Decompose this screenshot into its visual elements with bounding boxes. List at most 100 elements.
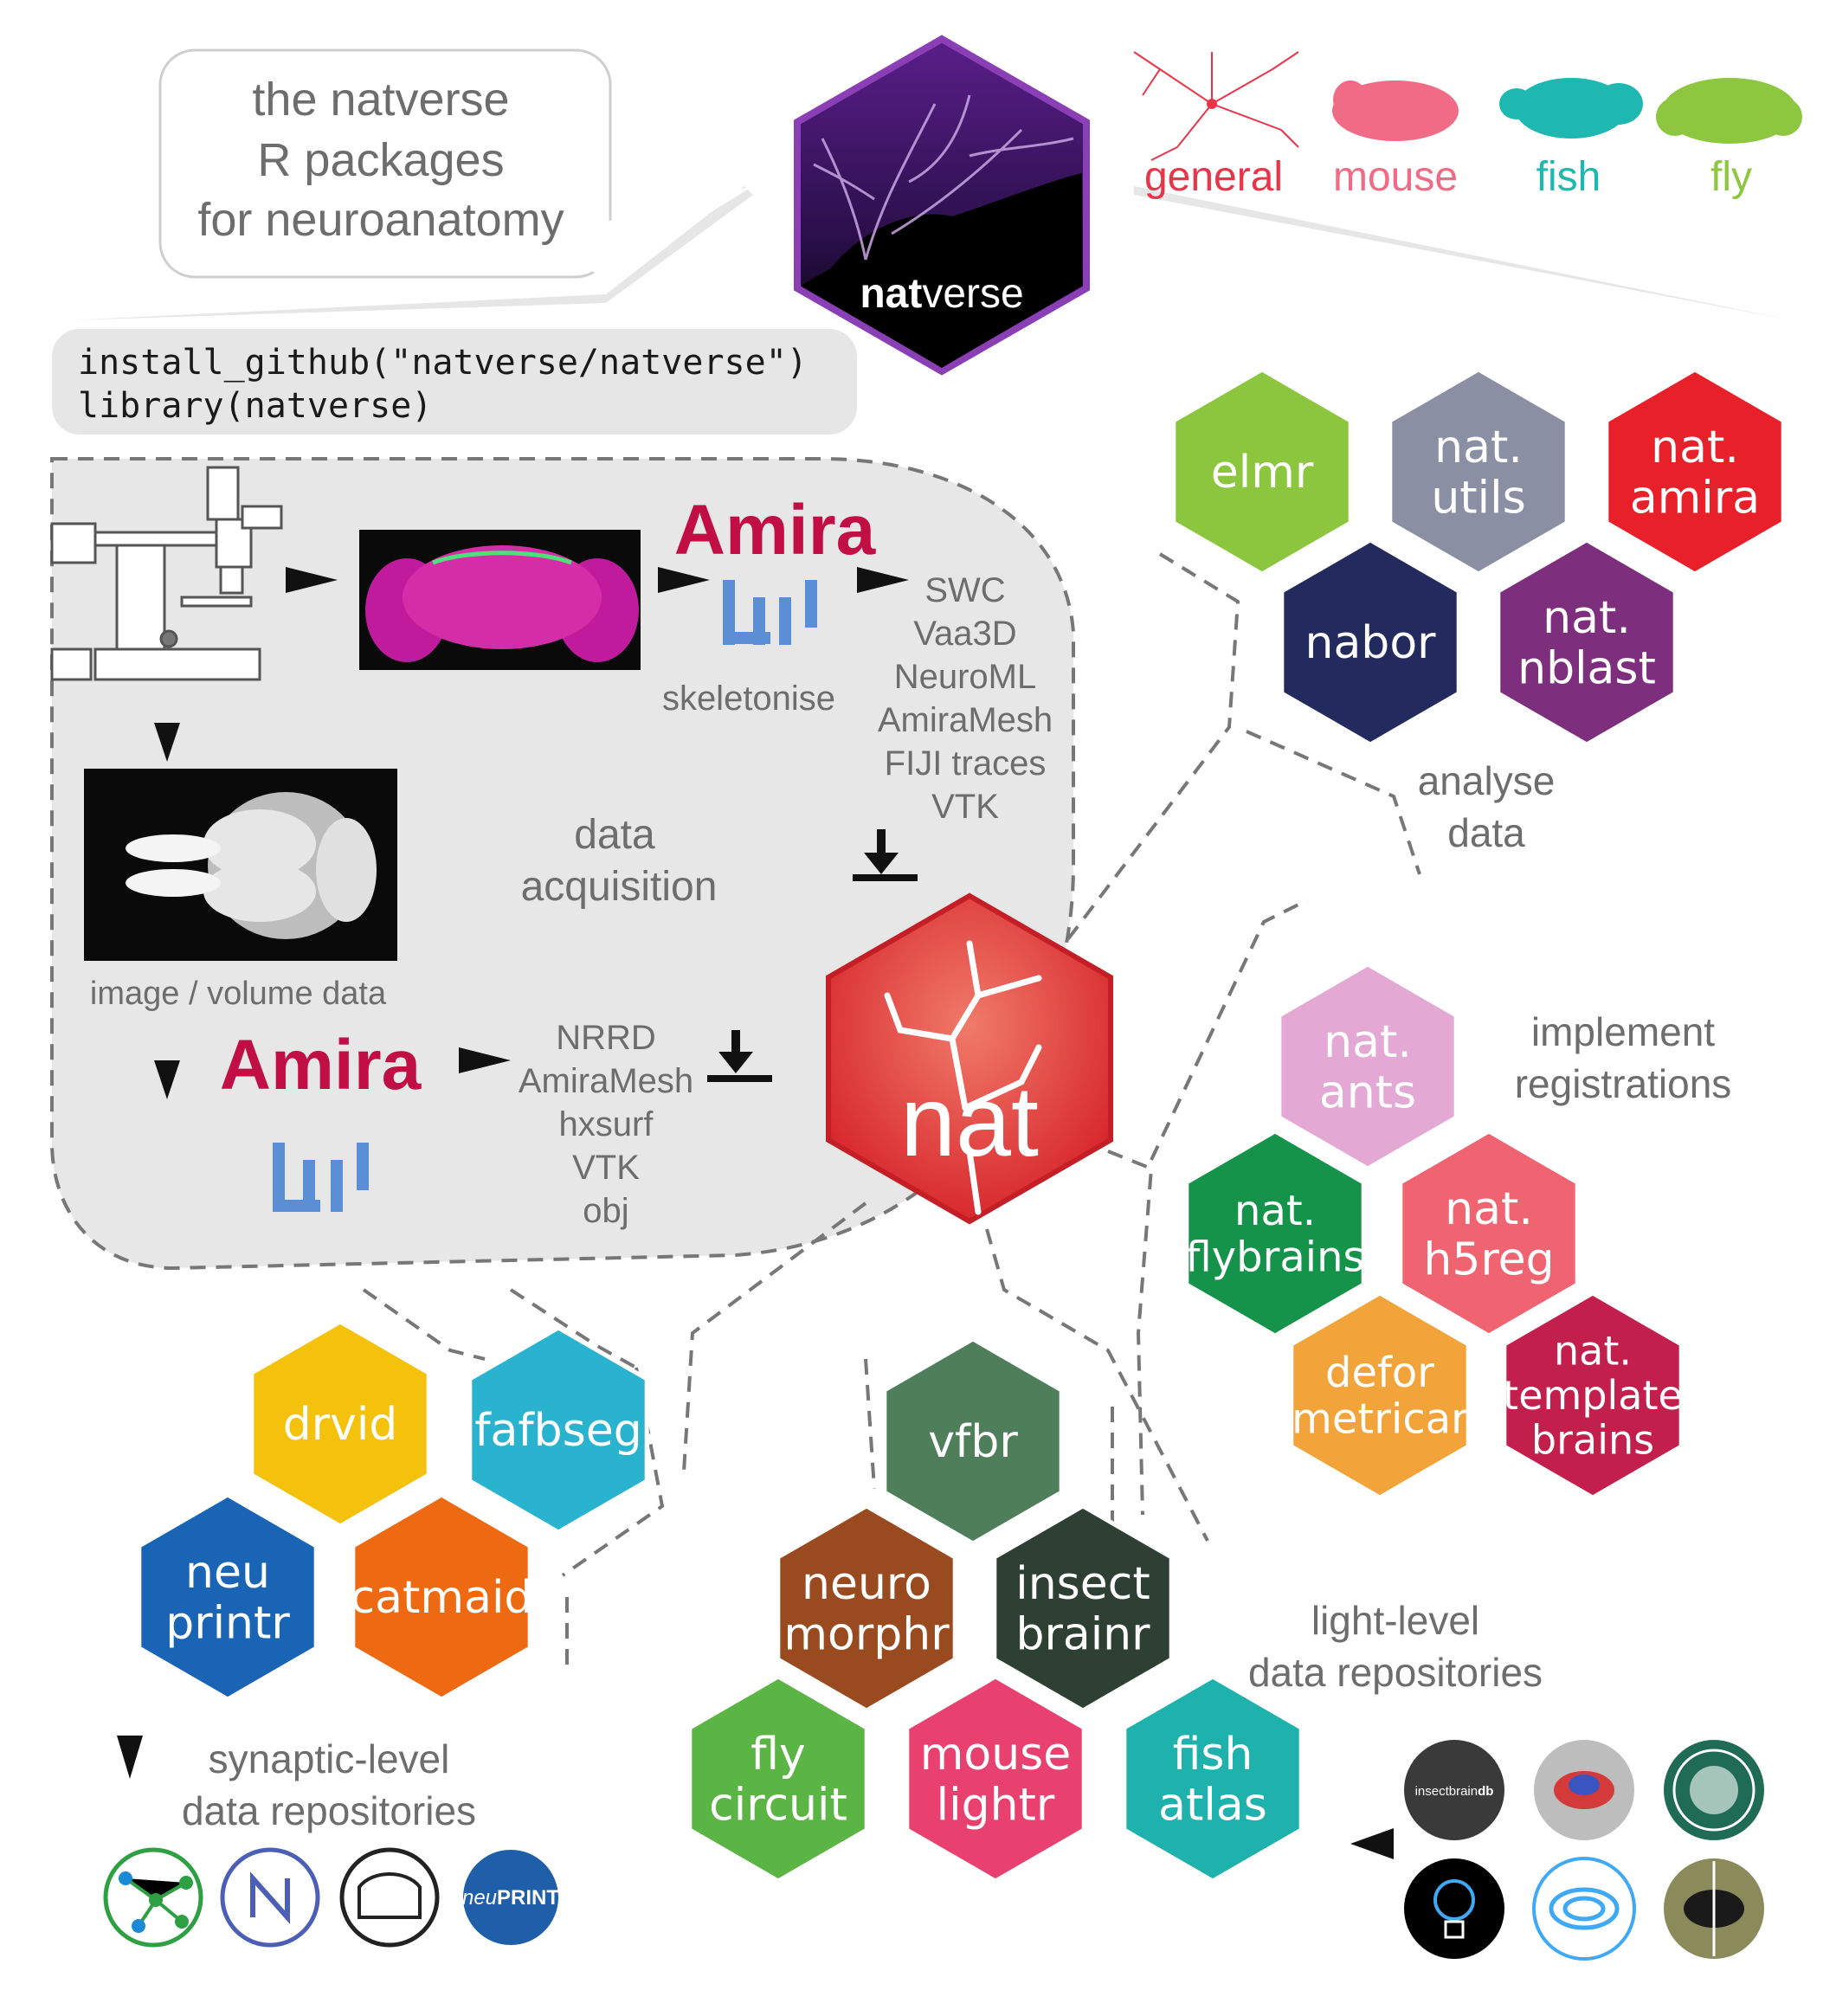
bubble-line-2: R packages [257,134,504,186]
package-label: printr [165,1597,290,1649]
fly-brain-icon [1656,78,1802,144]
volume-image [84,769,397,961]
hexagon-shape [137,1492,319,1702]
neuprint-text-b: PRINT [497,1886,559,1910]
title-bubble: the natverse R packages for neuroanatomy [158,48,753,279]
package-label: nat. [1651,422,1739,473]
package-hexagon-natflybrains: nat.flybrains [1184,1129,1366,1338]
hexagon-shape [1604,367,1786,576]
download-icon [853,829,918,881]
hexagon-shape [1496,538,1678,747]
insectbraindb-logo: insectbraindb [1404,1740,1504,1840]
package-hexagon-natants: nat.ants [1277,962,1459,1171]
format-nrrd: NRRD [556,1019,656,1057]
package-hexagon-nath5reg: nat.h5reg [1398,1129,1580,1338]
package-label: lightr [937,1779,1055,1831]
flywire-mask-logo [339,1847,440,1948]
code-line-1: install_github("natverse/natverse") [78,343,808,383]
hexagon-shape [1171,367,1353,576]
package-label: atlas [1158,1779,1267,1831]
hexagon-shape [1289,1291,1471,1500]
hexagon-shape [905,1674,1086,1884]
nat-core-label: nat [900,1066,1039,1177]
insectbraindb-text-a: insectbrain [1415,1784,1478,1799]
analyse-label-2: data [1447,810,1525,855]
package-label: nat. [1434,422,1523,473]
package-label: nat. [1445,1183,1533,1235]
mouselight-logo [1404,1858,1504,1959]
code-line-2: library(natverse) [78,386,432,426]
neuron-icon [1133,51,1299,161]
format-amiramesh-2: AmiraMesh [519,1062,693,1100]
analyse-label-1: analyse [1418,758,1556,803]
package-hexagon-vfbr: vfbr [882,1336,1064,1546]
logo-text-rest: verse [922,271,1023,317]
package-hexagon-natamira: nat.amira [1604,367,1786,576]
formats-top: SWC Vaa3D NeuroML AmiraMesh FIJI traces … [878,571,1053,826]
synaptic-label-1: synaptic-level [209,1736,450,1781]
zebrafish-brain-browser-logo [1532,1857,1636,1961]
fiji-icon-bottom [273,1143,369,1212]
package-label: nat. [1324,1016,1412,1068]
format-swc: SWC [924,571,1005,609]
package-label: h5reg [1423,1233,1554,1285]
dashed-connectors [362,552,1421,1671]
format-neuroml: NeuroML [894,658,1037,696]
package-label: utils [1431,472,1525,524]
package-label: nat. [1234,1187,1316,1235]
hexagon-shape [1277,962,1459,1171]
flow-arrows [117,567,1394,1859]
species-fish-label: fish [1536,154,1601,200]
package-label: fly [751,1729,806,1781]
package-label: brains [1531,1417,1654,1464]
skeletonise-label: skeletonise [662,680,835,718]
flycircuit-logo [1664,1858,1764,1959]
hexagon-shape [1279,538,1461,747]
hexagon-shape [687,1674,869,1884]
synaptic-label-2: data repositories [182,1788,476,1833]
package-label: ants [1319,1066,1416,1118]
package-hexagon-nabor: nabor [1279,538,1461,747]
hexagon-shape [1184,1129,1366,1338]
install-code-box: install_github("natverse/natverse") libr… [52,329,857,435]
package-label: fafbseg [474,1405,642,1457]
data-acquisition-label-2: acquisition [521,864,718,910]
synaptic-database-logos: neuPRINT [103,1847,559,1948]
svg-text:natverse: natverse [860,271,1023,317]
neuprint-text-a: neu [462,1886,497,1910]
format-amiramesh: AmiraMesh [878,701,1053,739]
image-volume-label: image / volume data [90,976,387,1012]
package-hexagon-catmaid: catmaid [351,1492,532,1702]
package-label: fish [1173,1729,1253,1781]
data-acquisition-label-1: data [574,812,655,858]
package-label: neuro [802,1558,931,1610]
package-label: amira [1630,472,1760,524]
bubble-line-3: for neuroanatomy [197,194,564,246]
package-label: elmr [1211,447,1314,499]
package-label: mouse [920,1729,1072,1781]
hexagon-shape [351,1492,532,1702]
neuroglancer-logo [220,1847,320,1948]
format-hxsurf: hxsurf [559,1105,654,1143]
species-general-label: general [1144,154,1283,200]
format-obj: obj [583,1192,628,1230]
hexagon-shape [1388,367,1569,576]
hexagon-shape [1398,1129,1580,1338]
format-vaa3d: Vaa3D [913,615,1016,653]
package-label: template [1503,1372,1683,1419]
light-label-1: light-level [1311,1598,1479,1643]
package-hexagon-fafbseg: fafbseg [467,1325,649,1535]
fiji-icon-top [723,580,817,645]
package-hexagon-natutils: nat.utils [1388,367,1569,576]
amira-logo-top: Amira [674,491,877,570]
hexagon-shape [1502,1291,1684,1500]
hexagon-shape [882,1336,1064,1546]
svg-text:insectbraindb: insectbraindb [1415,1784,1494,1799]
